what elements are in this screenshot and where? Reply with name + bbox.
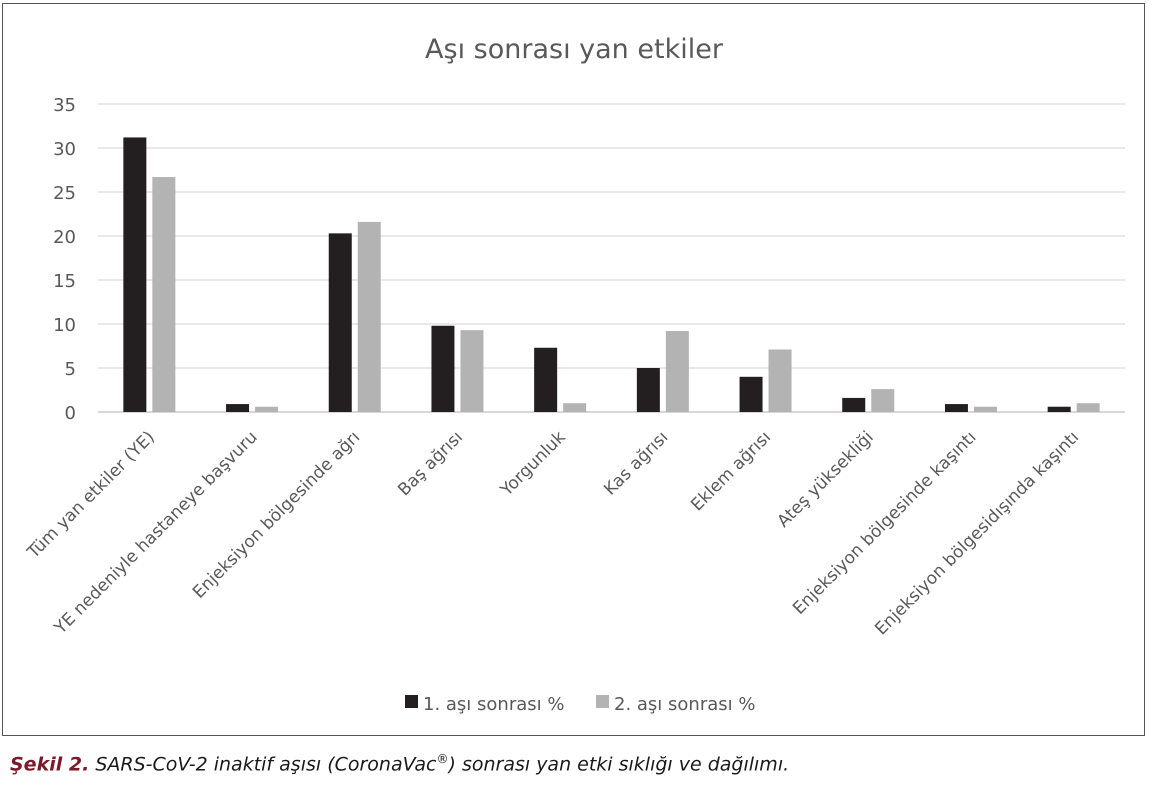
x-tick-label: YE nedeniyle hastaneye başvuru bbox=[50, 427, 262, 639]
legend-label: 2. aşı sonrası % bbox=[614, 694, 755, 715]
y-tick-label: 35 bbox=[53, 95, 76, 116]
bar-series-1 bbox=[123, 137, 147, 412]
caption-registered-mark: ® bbox=[436, 752, 449, 766]
y-tick-label: 20 bbox=[53, 227, 76, 248]
bar-series-1 bbox=[739, 376, 763, 412]
x-tick-label: Eklem ağrısı bbox=[687, 427, 775, 515]
bar-series-1 bbox=[842, 397, 866, 412]
bar-series-2 bbox=[665, 331, 689, 412]
bar-series-1 bbox=[328, 233, 352, 412]
figure-caption: Şekil 2. SARS-CoV-2 inaktif aşısı (Coron… bbox=[10, 752, 789, 775]
bar-series-2 bbox=[255, 406, 279, 412]
caption-text-after: ) sonrası yan etki sıklığı ve dağılımı. bbox=[448, 753, 790, 776]
bar-series-1 bbox=[534, 347, 558, 412]
x-tick-label: Enjeksiyon bölgesinde ağrı bbox=[189, 427, 364, 602]
caption-label: Şekil 2. bbox=[10, 753, 90, 776]
bar-series-1 bbox=[944, 404, 968, 412]
x-tick-label: Yorgunluk bbox=[496, 427, 570, 501]
x-tick-label: Ateş yüksekliği bbox=[773, 427, 877, 531]
legend: 1. aşı sonrası % 2. aşı sonrası % bbox=[405, 694, 755, 715]
bar-chart: Aşı sonrası yan etkiler 0 5 10 15 20 25 30 35 T… bbox=[23, 34, 1125, 715]
bar-series-1 bbox=[226, 404, 250, 412]
bar-series-2 bbox=[871, 389, 895, 412]
x-tick-label: Baş ağrısı bbox=[394, 427, 467, 500]
y-tick-label: 10 bbox=[53, 315, 76, 336]
x-axis-labels: Tüm yan etkiler (YE)YE nedeniyle hastane… bbox=[23, 427, 1083, 639]
y-tick-label: 0 bbox=[65, 403, 76, 424]
bars bbox=[123, 137, 1100, 412]
legend-swatch bbox=[405, 695, 418, 708]
legend-swatch bbox=[596, 695, 609, 708]
bar-series-2 bbox=[563, 403, 587, 412]
y-tick-label: 15 bbox=[53, 271, 76, 292]
bar-series-1 bbox=[636, 368, 660, 412]
bar-series-2 bbox=[768, 349, 792, 412]
y-tick-label: 25 bbox=[53, 183, 76, 204]
bar-series-1 bbox=[431, 325, 455, 412]
bar-series-2 bbox=[460, 330, 484, 412]
y-axis-ticks: 0 5 10 15 20 25 30 35 bbox=[53, 95, 76, 424]
chart-frame bbox=[2, 3, 1145, 736]
caption-text-before: SARS-CoV-2 inaktif aşısı (CoronaVac bbox=[89, 753, 437, 776]
gridlines bbox=[98, 103, 1125, 413]
bar-series-2 bbox=[1076, 403, 1100, 412]
x-tick-label: Kas ağrısı bbox=[600, 427, 672, 499]
legend-label: 1. aşı sonrası % bbox=[423, 694, 564, 715]
bar-series-1 bbox=[1047, 406, 1071, 412]
x-tick-label: Enjeksiyon bölgesinde kaşıntı bbox=[789, 427, 980, 618]
chart-title: Aşı sonrası yan etkiler bbox=[425, 34, 724, 65]
bar-series-2 bbox=[973, 406, 997, 412]
y-tick-label: 30 bbox=[53, 139, 76, 160]
y-tick-label: 5 bbox=[65, 359, 76, 380]
bar-series-2 bbox=[357, 221, 381, 412]
x-tick-label: Enjeksiyon bölgesidışında kaşıntı bbox=[871, 427, 1083, 639]
bar-series-2 bbox=[152, 177, 176, 412]
